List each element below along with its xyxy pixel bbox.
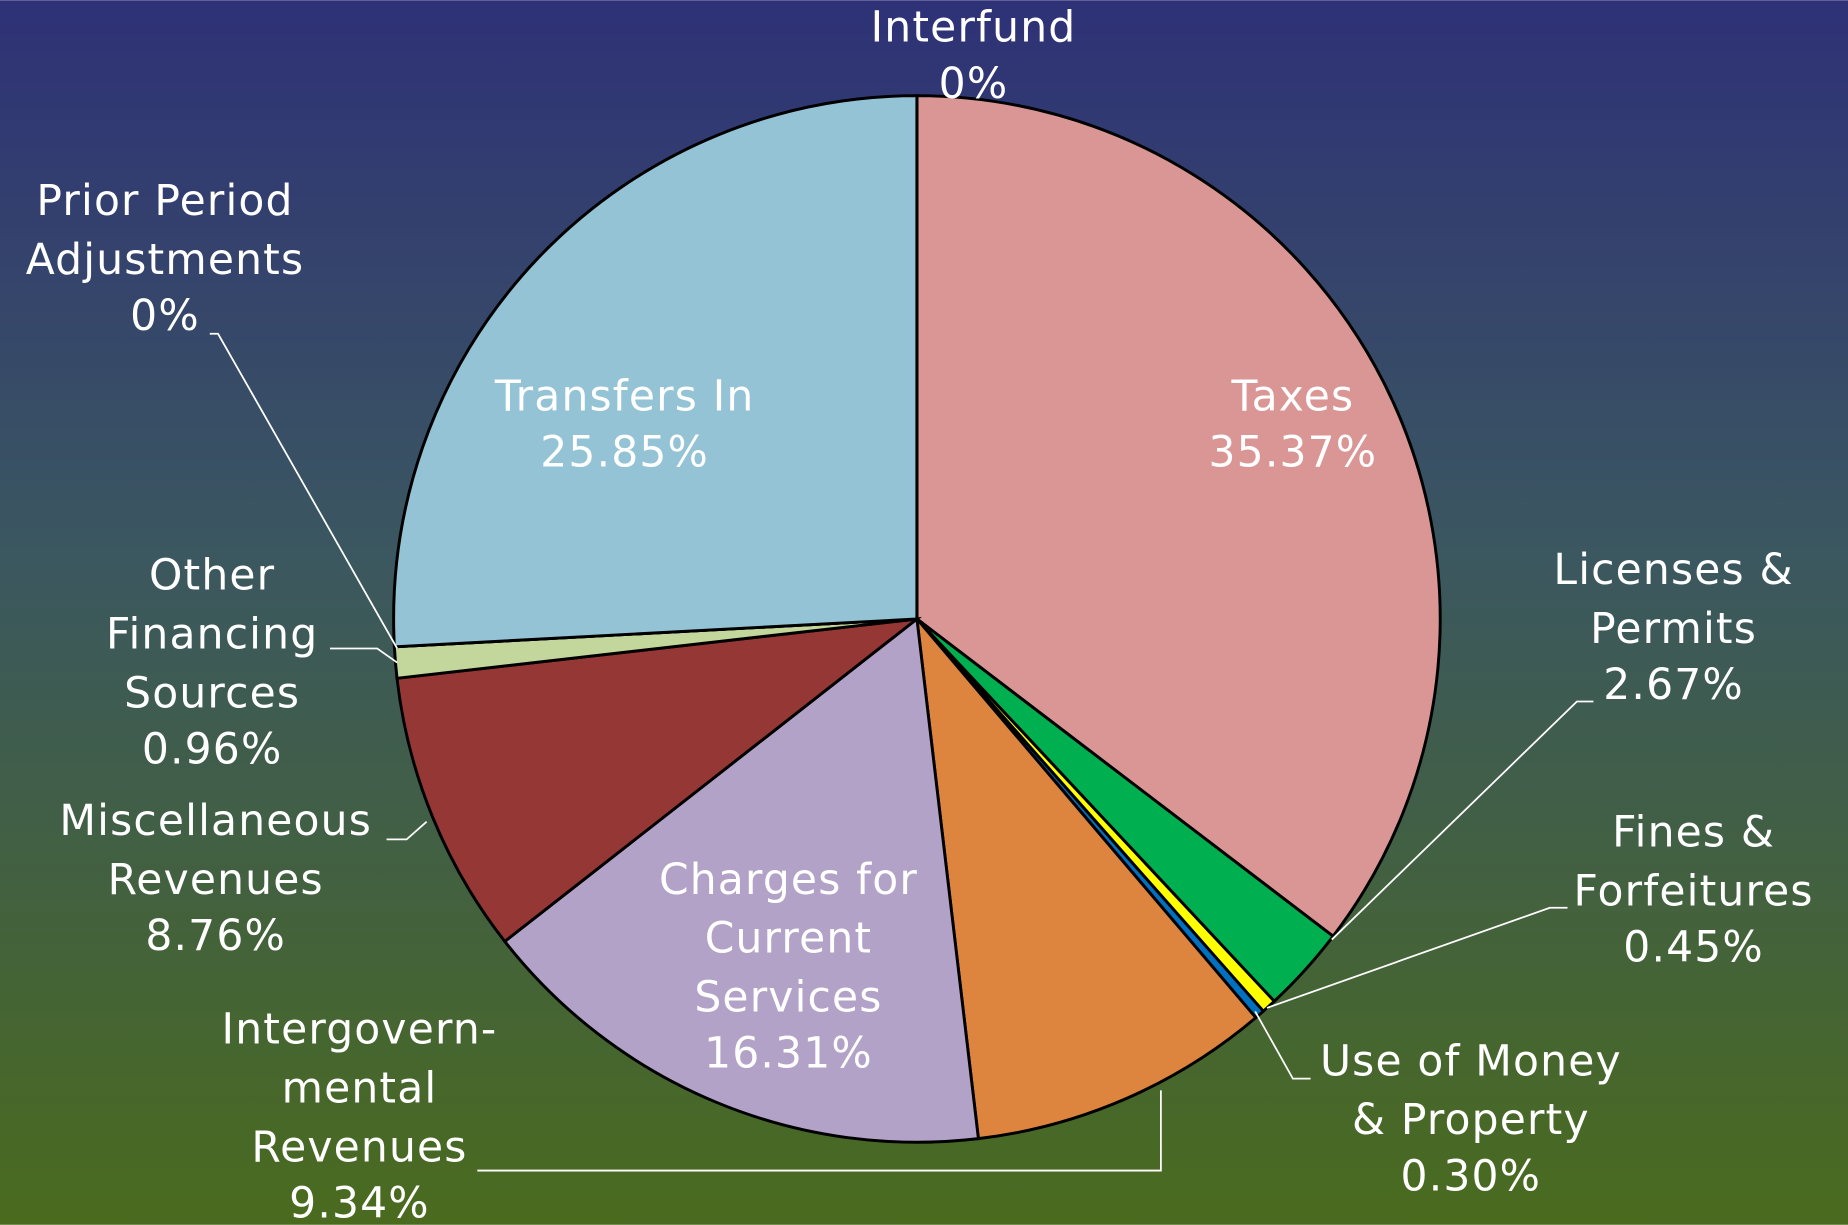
pie	[392, 94, 1442, 1144]
label-line: Services	[694, 973, 882, 1022]
leader-line	[386, 821, 428, 841]
leader-lines	[209, 332, 1594, 1172]
slice-label: Other Financing Sources	[106, 551, 318, 718]
slice-value-label: 0%	[130, 292, 200, 341]
label-line: Fines &	[1612, 808, 1775, 857]
label-line: Taxes	[1231, 372, 1355, 421]
slice-value-label: 0.45%	[1623, 924, 1764, 973]
slice-value-label: 9.34%	[289, 1179, 430, 1225]
slice-value-label: 2.67%	[1603, 661, 1744, 710]
pie-slice	[502, 616, 981, 1144]
label-line: Use of Money	[1320, 1037, 1622, 1086]
slice-label: Taxes	[1231, 372, 1355, 421]
label-line: Licenses &	[1553, 545, 1793, 594]
slice-value-label: 0.30%	[1401, 1152, 1542, 1201]
label-line: Permits	[1590, 604, 1757, 653]
label-line: Transfers In	[494, 372, 755, 421]
label-line: Forfeitures	[1573, 867, 1813, 916]
slice-label: Prior Period Adjustments	[26, 176, 305, 284]
label-line: mental	[282, 1064, 438, 1113]
slice-label: Transfers In	[494, 372, 755, 421]
label-line: Interfund	[871, 3, 1077, 52]
leader-line	[330, 647, 398, 664]
pie-slice	[914, 614, 1258, 1141]
labels: Taxes 35.37% Licenses & Permits 2.67% Fines &…	[26, 3, 1813, 1225]
label-line: Adjustments	[26, 235, 305, 284]
pie-slice	[395, 616, 922, 944]
label-line: Other	[149, 551, 275, 600]
leader-line	[1331, 700, 1594, 941]
pie-slice	[392, 94, 919, 649]
label-line: Financing	[106, 610, 318, 659]
label-line: Charges for	[659, 855, 918, 904]
slice-value-label: 16.31%	[704, 1030, 873, 1079]
label-line: Sources	[124, 669, 300, 718]
slice-label: Use of Money & Property	[1320, 1037, 1622, 1145]
slice-value-label: 0.96%	[142, 726, 283, 775]
slice-label: Fines & Forfeitures	[1573, 808, 1813, 916]
leader-line	[1254, 1011, 1311, 1080]
label-line: & Property	[1352, 1096, 1590, 1145]
slice-label: Intergovern-mental Revenues	[222, 1005, 498, 1172]
slice-value-label: 35.37%	[1209, 429, 1378, 478]
label-line: Current	[705, 914, 873, 963]
pie-slice	[915, 94, 1442, 939]
leader-line	[1266, 906, 1568, 1009]
slice-value-label: 0%	[939, 60, 1009, 109]
slice-value-label: 8.76%	[145, 912, 286, 961]
label-line: Intergovern-	[222, 1005, 498, 1054]
label-line: Revenues	[251, 1123, 467, 1172]
leader-line	[477, 1090, 1162, 1172]
label-line: Prior Period	[36, 176, 293, 225]
slice-label: Miscellaneous Revenues	[59, 796, 372, 904]
slice-label: Licenses & Permits	[1553, 545, 1793, 653]
leader-line	[209, 332, 398, 649]
label-line: Miscellaneous	[59, 796, 372, 845]
slice-value-label: 25.85%	[540, 429, 709, 478]
label-line: Revenues	[108, 855, 324, 904]
slice-label: Charges for Current Services	[659, 855, 918, 1022]
slice-label: Interfund	[871, 3, 1077, 52]
